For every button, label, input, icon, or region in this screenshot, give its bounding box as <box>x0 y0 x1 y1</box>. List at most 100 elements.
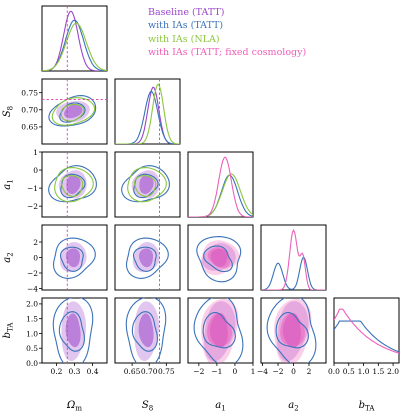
contour-outer-2 <box>54 167 94 203</box>
x-axis-sub-omega_m: m <box>75 405 82 413</box>
panel-content <box>193 298 244 363</box>
contour-outer-1 <box>125 298 167 363</box>
y-tick-label: −1 <box>27 184 38 193</box>
x-tick-label: 0.2 <box>50 367 62 376</box>
contour-inner-2 <box>202 312 236 349</box>
panel-content <box>125 298 167 363</box>
contour-inner-1 <box>59 246 84 272</box>
contour-outer-2 <box>266 298 317 363</box>
y-tick-label: 0.5 <box>26 344 38 353</box>
contour-fill-inner-0 <box>139 175 154 194</box>
x-tick-label: 2 <box>307 367 312 376</box>
x-axis-label-a1: a1 <box>215 400 225 413</box>
panel-bta-a1: −2 −1 0 1a1 <box>187 297 255 413</box>
panel-content <box>115 79 180 144</box>
contour-fill-inner-0 <box>139 248 153 268</box>
panel-content <box>188 156 253 217</box>
x-axis-sub-s8: 8 <box>149 405 153 413</box>
legend: Baseline (TATT) with IAs (TATT) with IAs… <box>148 6 306 60</box>
contour-inner-1 <box>131 311 158 352</box>
marginal-curve-2 <box>42 22 107 71</box>
panel-frame <box>187 151 254 218</box>
panel-bta-s8: 0.65 0.70 0.75 S8 <box>114 297 181 413</box>
panel-content <box>125 225 169 290</box>
panel-s8-s8 <box>114 78 181 145</box>
panel-frame <box>114 224 181 291</box>
x-axis-sub-a2: 2 <box>294 405 298 413</box>
x-tick-label: 0 <box>233 367 238 376</box>
y-tick-label: 0 <box>33 253 38 262</box>
contour-inner-1 <box>58 311 85 352</box>
contour-inner-2 <box>203 245 233 273</box>
marginal-curve-1 <box>115 90 180 144</box>
contour-inner-2 <box>61 175 84 197</box>
legend-item-ias-tatt: with IAs (TATT) <box>148 20 224 32</box>
x-tick-label: 0.5 <box>343 367 355 376</box>
marginal-curve-2 <box>188 156 253 217</box>
y-tick-label: 0.65 <box>21 123 38 132</box>
panel-a1-a1 <box>187 151 254 218</box>
panel-a2-s8 <box>114 224 181 291</box>
x-tick-label: 0.70 <box>141 367 158 376</box>
contour-outer-2 <box>51 97 96 126</box>
x-tick-label: 0.4 <box>87 367 99 376</box>
panel-bta-a2: −4 −2 0 2a2 <box>257 297 327 413</box>
panel-a2-a1 <box>187 224 254 291</box>
panel-content <box>52 298 94 363</box>
panel-bta-bta: 0.0 0.5 1.0 1.5 2.0 bTA <box>328 297 400 413</box>
x-tick-label: 0.0 <box>328 367 340 376</box>
x-axis-label-a2: a2 <box>288 400 298 413</box>
y-tick-label: 2 <box>33 238 38 247</box>
contour-outer-1 <box>52 298 94 363</box>
x-tick-label: 0.65 <box>124 367 141 376</box>
contour-outer-2 <box>196 236 242 283</box>
panel-a1-s8 <box>114 151 181 218</box>
x-tick-label: 0.75 <box>158 367 175 376</box>
legend-item-ias-nla: with IAs (NLA) <box>148 33 220 45</box>
marginal-curve-0 <box>261 256 326 290</box>
panel-content <box>48 152 97 217</box>
panel-frame <box>187 224 254 291</box>
x-axis-sub-a1: 1 <box>221 405 225 413</box>
marginal-curve-2 <box>115 83 180 144</box>
x-axis-sub-bta: TA <box>365 405 375 413</box>
panel-frame <box>333 297 400 364</box>
panel-frame <box>114 297 181 364</box>
x-tick-label: 2.0 <box>387 367 399 376</box>
panel-frame <box>260 224 327 291</box>
y-tick-label: 1.0 <box>26 329 38 338</box>
panel-content <box>52 225 96 290</box>
x-tick-label: 0 <box>291 367 296 376</box>
panel-frame <box>114 151 181 218</box>
contour-fill-inner-0 <box>66 175 81 194</box>
contour-inner-2 <box>275 312 309 349</box>
x-tick-label: −4 <box>257 367 268 376</box>
y-axis-label-a2: a2 <box>2 252 15 262</box>
y-tick-label: 1.5 <box>26 314 38 323</box>
marginal-curve-1 <box>334 308 399 354</box>
contour-fill-inner-1 <box>207 247 230 268</box>
y-tick-label: 1 <box>33 148 38 157</box>
contour-outer-1 <box>48 95 97 127</box>
panel-a2-a2 <box>260 224 327 291</box>
y-tick-label: −2 <box>27 269 38 278</box>
contour-fill-inner-0 <box>66 248 80 268</box>
marginal-curve-1 <box>188 173 253 217</box>
contour-fill-inner-0 <box>65 313 81 348</box>
marginal-curve-0 <box>334 320 399 353</box>
y-tick-label: −2 <box>27 202 38 211</box>
panel-omega_m-omega_m <box>41 5 108 72</box>
panel-s8-omega_m: 0.65 0.70 0.75 S8 <box>2 78 108 145</box>
x-axis-label-bta: bTA <box>359 400 376 413</box>
panel-frame <box>41 5 108 72</box>
marginal-curve-1 <box>261 228 326 290</box>
contour-outer-1 <box>52 237 96 279</box>
y-axis-sub-a2: 2 <box>7 252 15 256</box>
y-tick-label: 2.0 <box>26 300 38 309</box>
y-tick-label: −4 <box>27 284 38 293</box>
y-axis-label-bta: bTA <box>2 322 15 339</box>
panel-frame <box>187 297 254 364</box>
panel-bta-omega_m: 0.0 0.5 1.0 1.5 2.0 bTA 0.2 0.3 0.4 Ωm <box>2 297 108 413</box>
